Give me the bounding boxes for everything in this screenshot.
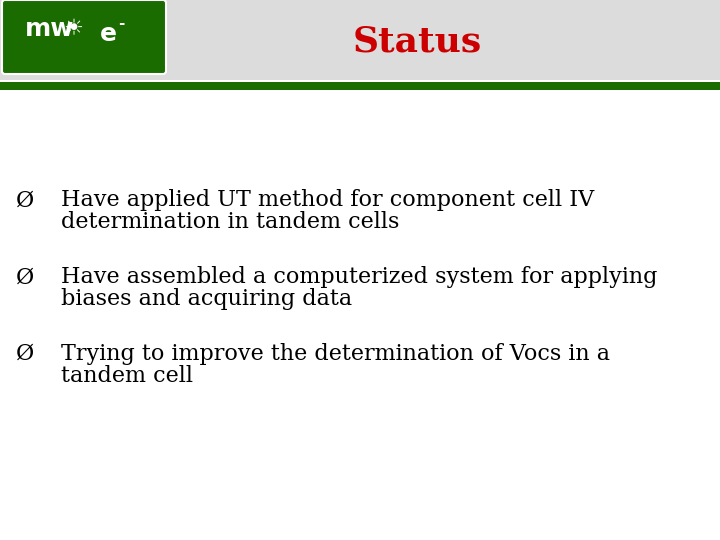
Text: e: e <box>100 22 117 45</box>
Text: ☀: ☀ <box>63 19 83 39</box>
Text: -: - <box>118 16 125 31</box>
Text: Have assembled a computerized system for applying: Have assembled a computerized system for… <box>61 266 657 288</box>
Text: Ø: Ø <box>16 343 34 365</box>
Bar <box>0 88 720 540</box>
Text: Status: Status <box>353 25 482 59</box>
Bar <box>0 80 720 82</box>
Bar <box>0 82 720 90</box>
Bar <box>0 0 720 88</box>
Text: Midwest Optoelectronics: Midwest Optoelectronics <box>24 58 144 68</box>
Text: Trying to improve the determination of Vocs in a: Trying to improve the determination of V… <box>61 343 611 365</box>
Text: Have applied UT method for component cell IV: Have applied UT method for component cel… <box>61 190 595 212</box>
Text: determination in tandem cells: determination in tandem cells <box>61 212 400 233</box>
Text: biases and acquiring data: biases and acquiring data <box>61 288 352 310</box>
Text: tandem cell: tandem cell <box>61 365 193 387</box>
Text: Ø: Ø <box>16 266 34 288</box>
Text: mw: mw <box>25 17 74 41</box>
Text: Ø: Ø <box>16 190 34 212</box>
FancyBboxPatch shape <box>2 0 166 74</box>
